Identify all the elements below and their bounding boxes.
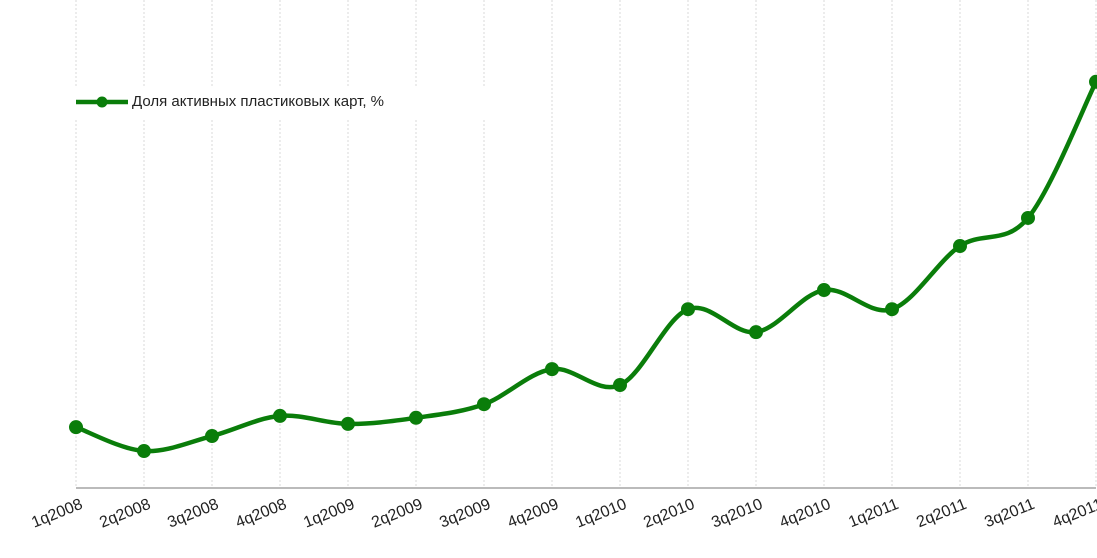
legend-marker (96, 96, 108, 108)
x-tick-label: 1q2008 (29, 496, 85, 532)
marker (1021, 210, 1035, 225)
marker (409, 410, 423, 425)
marker (341, 416, 355, 431)
x-tick-label: 2q2009 (369, 496, 425, 532)
marker (953, 239, 967, 254)
marker (885, 302, 899, 317)
x-tick-label: 1q2011 (846, 496, 901, 531)
x-tick-label: 1q2009 (301, 496, 357, 532)
x-tick-label: 2q2010 (641, 496, 697, 532)
marker (477, 397, 491, 412)
legend-label: Доля активных пластиковых карт, % (132, 93, 384, 110)
x-tick-label: 3q2009 (437, 496, 493, 532)
marker (1089, 74, 1097, 89)
marker (69, 420, 83, 435)
marker (681, 302, 695, 317)
x-tick-label: 4q2010 (777, 496, 833, 532)
x-tick-label: 1q2010 (573, 496, 629, 532)
x-tick-label: 3q2011 (982, 496, 1037, 531)
x-tick-label: 4q2009 (505, 496, 561, 532)
marker (817, 283, 831, 298)
line (75, 80, 1097, 454)
marker (545, 362, 559, 377)
marker (749, 325, 763, 340)
marker (205, 429, 219, 444)
marker (273, 408, 287, 423)
x-tick-label: 4q2008 (233, 496, 289, 532)
x-tick-label: 2q2011 (914, 496, 969, 531)
marker (613, 378, 627, 393)
x-tick-label: 3q2008 (165, 496, 221, 532)
x-tick-label: 2q2008 (97, 496, 153, 532)
legend-bg (70, 86, 490, 118)
marker (137, 444, 151, 459)
x-tick-label: 3q2010 (709, 496, 765, 532)
x-tick-label: 4q2011 (1050, 496, 1097, 531)
